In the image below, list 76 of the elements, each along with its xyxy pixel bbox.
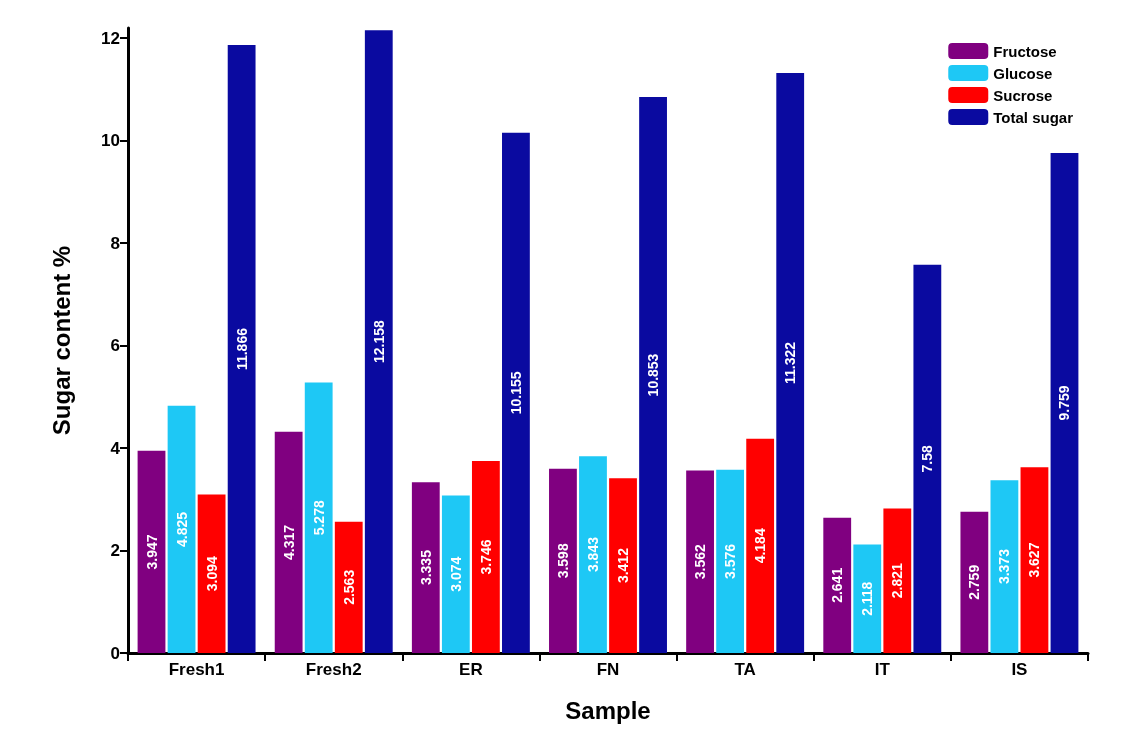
x-tick-label: Fresh1 <box>168 660 225 679</box>
data-label: 3.576 <box>722 543 739 579</box>
bar <box>716 469 745 653</box>
x-axis-title: Sample <box>565 696 651 724</box>
data-label: 3.746 <box>477 539 494 575</box>
bar <box>990 480 1019 653</box>
data-label: 3.947 <box>143 534 160 570</box>
bar <box>853 544 882 653</box>
data-label: 4.825 <box>173 511 190 547</box>
data-label: 3.627 <box>1026 542 1043 578</box>
bar <box>364 30 393 653</box>
data-label: 3.562 <box>692 544 709 580</box>
data-label: 11.866 <box>233 327 250 371</box>
bar <box>227 45 256 653</box>
legend-label: Total sugar <box>993 108 1074 126</box>
bar <box>883 508 912 653</box>
data-label: 3.412 <box>615 547 632 584</box>
bar <box>137 450 166 653</box>
data-label: 2.641 <box>829 567 846 603</box>
bar <box>913 264 942 653</box>
data-label: 3.373 <box>996 548 1013 585</box>
data-label: 2.821 <box>889 563 906 599</box>
bar <box>471 461 500 653</box>
x-tick-label: TA <box>734 660 756 679</box>
data-label: 2.118 <box>859 581 876 616</box>
y-tick-label: 10 <box>101 131 120 151</box>
data-label: 9.759 <box>1056 385 1073 421</box>
legend-label: Fructose <box>993 42 1057 60</box>
x-tick-label: ER <box>459 660 483 679</box>
data-label: 3.843 <box>584 536 601 573</box>
bar <box>502 132 530 653</box>
bar <box>274 431 303 653</box>
data-label: 3.335 <box>417 549 434 586</box>
x-tick-label: IS <box>1011 660 1028 679</box>
data-label: 10.853 <box>645 353 662 397</box>
x-tick-label: Fresh2 <box>305 660 362 679</box>
bar <box>579 456 607 653</box>
bar <box>167 405 196 653</box>
bar <box>411 482 440 653</box>
bar <box>1020 467 1049 653</box>
bar <box>609 478 637 653</box>
x-tick-label: IT <box>874 660 891 679</box>
bar <box>746 438 775 653</box>
bar <box>549 468 577 653</box>
y-tick-label: 2 <box>110 541 120 561</box>
data-label: 3.094 <box>203 556 220 592</box>
bar <box>776 72 805 653</box>
y-tick-label: 4 <box>110 438 121 458</box>
y-tick-label: 12 <box>101 28 120 48</box>
data-label: 5.278 <box>310 500 327 536</box>
y-tick-label: 8 <box>110 233 120 253</box>
bar <box>686 470 714 653</box>
bar <box>197 494 226 653</box>
bar <box>1050 153 1079 653</box>
y-axis-title: Sugar content % <box>47 245 75 436</box>
data-label: 10.155 <box>507 371 524 415</box>
data-label: 4.184 <box>752 528 769 564</box>
y-tick-label: 0 <box>110 643 120 663</box>
data-label: 12.158 <box>370 319 387 363</box>
data-label: 2.563 <box>340 569 357 605</box>
data-label: 3.074 <box>447 556 464 592</box>
data-label: 7.58 <box>919 445 936 473</box>
legend-label: Glucose <box>993 64 1053 82</box>
data-label: 4.317 <box>280 524 297 560</box>
bar <box>960 511 989 653</box>
bar <box>639 97 667 653</box>
bar <box>334 521 363 653</box>
bar <box>304 382 333 653</box>
data-label: 3.598 <box>554 543 571 579</box>
legend-label: Sucrose <box>993 86 1053 104</box>
data-label: 11.322 <box>782 341 799 385</box>
bar <box>823 517 852 653</box>
y-tick-label: 6 <box>110 336 120 356</box>
x-tick-label: FN <box>596 660 620 679</box>
bar <box>441 495 470 653</box>
data-label: 2.759 <box>966 564 983 600</box>
